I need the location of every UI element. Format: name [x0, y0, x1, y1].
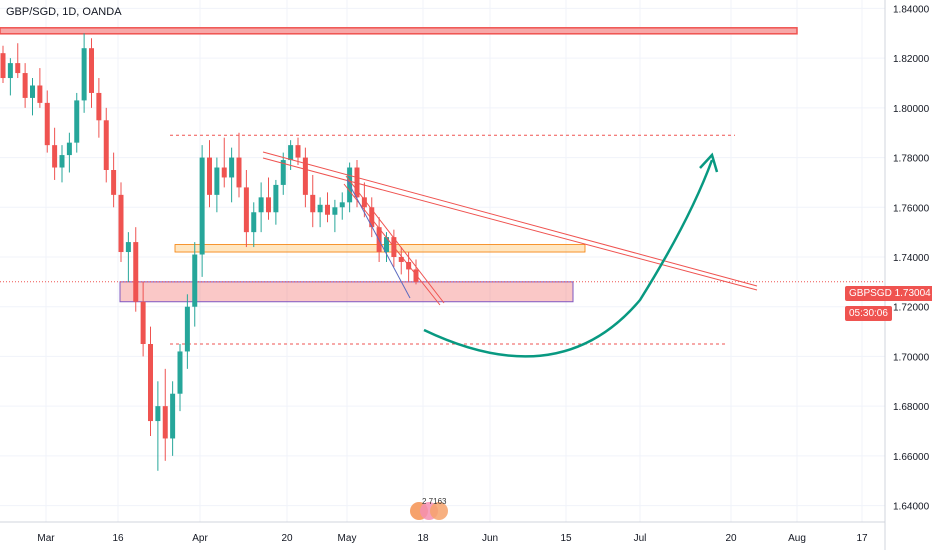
forecast-curve — [423, 159, 714, 358]
candle-body — [207, 157, 212, 195]
price-value: 1.73004 — [894, 288, 931, 299]
y-tick-label: 1.64000 — [893, 502, 930, 513]
candle-body — [361, 197, 367, 208]
candle-body — [66, 142, 72, 156]
candle-body — [103, 120, 109, 170]
candle-body — [74, 100, 80, 143]
candle-body — [258, 197, 264, 213]
logo-text: 2 7163 — [422, 497, 447, 506]
candle-body — [22, 73, 28, 98]
y-tick-label: 1.82000 — [893, 54, 930, 65]
candle-body — [37, 85, 43, 103]
candle-body — [140, 301, 146, 344]
steep-channel-a — [345, 175, 445, 304]
candle-body — [413, 269, 419, 282]
candle-body — [148, 344, 153, 422]
trendline-upper — [262, 151, 758, 287]
candle-body — [236, 157, 242, 188]
y-tick-label: 1.84000 — [893, 4, 930, 15]
chart-title: GBP/SGD, 1D, OANDA — [6, 6, 122, 18]
price-symbol: GBPSGD — [849, 288, 892, 299]
tradingview-logo-icon — [410, 502, 448, 520]
candle-body — [89, 48, 94, 93]
candle-body — [266, 197, 271, 213]
candle-body — [280, 160, 286, 185]
gridlines — [0, 0, 885, 522]
x-tick-label: 17 — [856, 533, 868, 544]
candles — [0, 33, 419, 471]
candle-body — [7, 63, 13, 79]
candle-body — [369, 207, 375, 228]
x-tick-label: Jul — [634, 533, 647, 544]
y-tick-label: 1.78000 — [893, 154, 930, 165]
x-tick-label: 16 — [112, 533, 124, 544]
candle-body — [177, 351, 183, 394]
y-tick-label: 1.74000 — [893, 253, 930, 264]
candle-body — [96, 92, 102, 121]
y-tick-label: 1.70000 — [893, 352, 930, 363]
candle-body — [111, 170, 117, 195]
y-tick-label: 1.72000 — [893, 303, 930, 314]
x-tick-label: 20 — [281, 533, 293, 544]
candle-body — [317, 204, 323, 213]
candle-body — [214, 167, 220, 195]
candle-body — [59, 155, 65, 168]
time-axis: Mar 16 Apr 20 May 18 Jun 15 Jul 20 Aug 17 — [0, 521, 885, 544]
y-tick-label: 1.68000 — [893, 402, 930, 413]
candle-body — [295, 145, 301, 158]
candle-body — [0, 53, 6, 79]
candle-body — [118, 194, 124, 253]
y-tick-label: 1.66000 — [893, 452, 930, 463]
x-tick-label: 20 — [725, 533, 737, 544]
candle-body — [15, 63, 21, 74]
candle-body — [30, 85, 35, 98]
candle-body — [354, 167, 360, 198]
candle-body — [302, 157, 308, 195]
candle-body — [243, 187, 249, 233]
candle-body — [199, 157, 205, 255]
candle-body — [155, 406, 161, 422]
x-tick-label: Mar — [37, 533, 55, 544]
candle-body — [251, 212, 257, 233]
candle-countdown-badge: 05:30:06 — [845, 306, 892, 321]
candle-body — [125, 242, 131, 253]
candle-body — [192, 254, 198, 307]
candle-body — [184, 306, 190, 352]
candle-body — [44, 102, 50, 146]
candle-body — [384, 237, 389, 253]
candle-body — [52, 145, 58, 168]
candle-body — [229, 157, 235, 178]
x-tick-label: 18 — [417, 533, 429, 544]
x-tick-label: May — [338, 533, 357, 544]
y-tick-label: 1.76000 — [893, 203, 930, 214]
candle-body — [288, 145, 294, 161]
support-zone — [119, 281, 574, 303]
trend-drawings — [262, 151, 758, 358]
candle-body — [273, 184, 279, 213]
candle-body — [332, 207, 338, 215]
x-tick-label: 15 — [560, 533, 572, 544]
candle-body — [81, 48, 87, 101]
candle-body — [221, 167, 227, 178]
forecast-arrowhead — [699, 152, 719, 173]
candle-body — [339, 202, 345, 208]
candle-body — [162, 406, 168, 439]
annotation-zones — [0, 27, 885, 345]
candle-body — [398, 257, 404, 262]
candle-body — [133, 242, 139, 302]
candle-body — [170, 393, 176, 439]
x-tick-label: Aug — [788, 533, 806, 544]
steep-channel-blue — [346, 179, 411, 299]
candle-body — [310, 194, 316, 213]
x-tick-label: Jun — [482, 533, 498, 544]
trendline-lower — [262, 157, 758, 291]
resistance-zone — [0, 27, 798, 35]
x-tick-label: Apr — [192, 533, 208, 544]
candle-body — [325, 204, 330, 215]
y-tick-label: 1.80000 — [893, 104, 930, 115]
current-price-badge: GBPSGD 1.73004 — [845, 286, 932, 301]
price-axis: 1.84000 1.82000 1.80000 1.78000 1.76000 1.740… — [884, 0, 930, 550]
